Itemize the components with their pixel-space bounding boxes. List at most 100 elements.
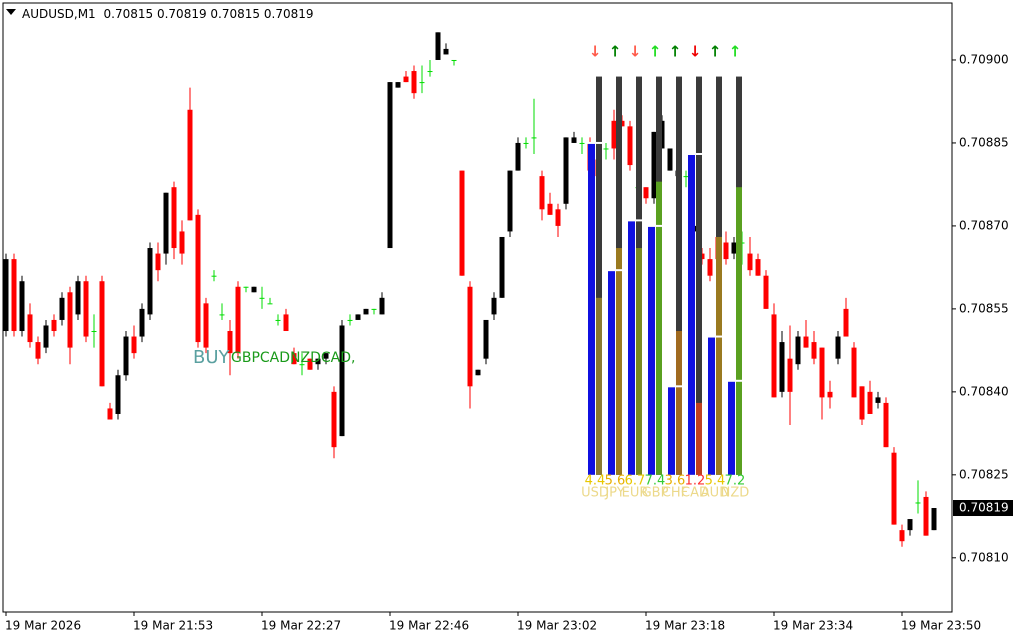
meter-value: 5.6 bbox=[605, 474, 626, 489]
x-tick-label: 19 Mar 2026 bbox=[5, 619, 81, 633]
candle-body bbox=[107, 408, 113, 420]
candle-body bbox=[835, 336, 841, 359]
candle-body bbox=[67, 292, 73, 348]
candle-body bbox=[427, 71, 433, 73]
candle-body bbox=[731, 242, 737, 254]
meter-arrow: ↑ bbox=[609, 43, 622, 61]
candle-body bbox=[787, 358, 793, 392]
candle-body bbox=[827, 391, 833, 398]
candle-body bbox=[203, 303, 209, 348]
x-tick-label: 19 Mar 21:53 bbox=[133, 619, 213, 633]
meter-arrow: ↓ bbox=[689, 43, 702, 61]
ohlc-open: 0.70815 bbox=[104, 7, 154, 21]
meter-value: 4.4 bbox=[585, 474, 606, 489]
meter-blue bbox=[648, 225, 655, 475]
meter-arrow: ↑ bbox=[649, 43, 662, 61]
meter-currency: GBP bbox=[642, 486, 669, 501]
meter-fill bbox=[636, 248, 642, 475]
meter-blue bbox=[728, 380, 735, 475]
candle-body bbox=[883, 402, 889, 448]
candle-body bbox=[43, 325, 49, 348]
meter-fill bbox=[676, 331, 682, 475]
candle-body bbox=[443, 48, 449, 55]
candle-body bbox=[195, 214, 201, 343]
candle-body bbox=[475, 369, 481, 376]
candle-body bbox=[667, 148, 673, 171]
meter-arrow: ↓ bbox=[589, 43, 602, 61]
candle-body bbox=[27, 314, 33, 343]
candle-body bbox=[451, 59, 457, 61]
meter-blue bbox=[588, 142, 595, 475]
candle-body bbox=[323, 353, 329, 359]
candle-body bbox=[115, 375, 121, 414]
meter-arrow: ↑ bbox=[729, 43, 742, 61]
candle-body bbox=[75, 281, 81, 315]
meter-value: 6.7 bbox=[625, 474, 646, 489]
meter-currency: AUD bbox=[701, 486, 729, 501]
candle-body bbox=[283, 314, 289, 332]
x-tick-label: 19 Mar 23:02 bbox=[517, 619, 597, 633]
annotation: GBPCAD, bbox=[231, 350, 294, 366]
meter-currency: JPY bbox=[604, 486, 624, 501]
candle-body bbox=[227, 331, 233, 354]
meter-fill bbox=[696, 402, 702, 475]
candle-body bbox=[395, 82, 401, 88]
candle-body bbox=[507, 170, 513, 232]
candle-body bbox=[931, 508, 937, 531]
meter-blue bbox=[628, 220, 635, 475]
meter-currency: NZD bbox=[721, 486, 750, 501]
symbol: AUDUSD,M1 bbox=[22, 7, 96, 21]
meter-currency: EUR bbox=[622, 486, 649, 501]
plot-frame bbox=[2, 2, 953, 613]
meter-fill bbox=[616, 248, 622, 475]
x-tick-label: 19 Mar 22:27 bbox=[261, 619, 341, 633]
candle-body bbox=[747, 253, 753, 271]
candle-body bbox=[611, 120, 617, 149]
candle-body bbox=[851, 347, 857, 398]
candle-body bbox=[187, 109, 193, 221]
candle-body bbox=[91, 331, 97, 333]
candle-body bbox=[363, 308, 369, 315]
candle-body bbox=[811, 342, 817, 359]
x-tick-label: 19 Mar 23:34 bbox=[773, 619, 853, 633]
candle-body bbox=[771, 314, 777, 398]
candle-body bbox=[163, 192, 169, 254]
x-tick-label: 19 Mar 23:18 bbox=[645, 619, 725, 633]
meter-value: 7.2 bbox=[725, 474, 746, 489]
meter-value: 5.4 bbox=[705, 474, 726, 489]
candle-body bbox=[915, 502, 921, 504]
ohlc-high: 0.70819 bbox=[157, 7, 207, 21]
meter-blue bbox=[688, 154, 695, 475]
candle-body bbox=[379, 297, 385, 315]
candle-body bbox=[795, 336, 801, 365]
y-tick-label: 0.70900 bbox=[959, 52, 1009, 66]
candle-body bbox=[371, 308, 377, 310]
candle-body bbox=[211, 275, 217, 277]
candle-body bbox=[251, 286, 257, 293]
candle-body bbox=[139, 308, 145, 337]
candle-body bbox=[123, 336, 129, 376]
candle-body bbox=[923, 496, 929, 536]
candle-body bbox=[651, 131, 657, 199]
meter-track bbox=[676, 76, 682, 475]
candle-body bbox=[819, 347, 825, 398]
candle-body bbox=[547, 203, 553, 215]
candle-body bbox=[603, 148, 609, 150]
candle-body bbox=[435, 32, 441, 60]
candle-body bbox=[843, 308, 849, 337]
candle-body bbox=[803, 336, 809, 348]
candle-body bbox=[267, 303, 273, 305]
meter-fill bbox=[736, 187, 742, 475]
candle-body bbox=[627, 126, 633, 166]
candle-body bbox=[779, 342, 785, 392]
meter-arrow: ↓ bbox=[629, 43, 642, 61]
symbol-menu-triangle[interactable] bbox=[6, 9, 16, 15]
candle-body bbox=[299, 364, 305, 366]
candle-body bbox=[707, 259, 713, 276]
candle-body bbox=[859, 386, 865, 420]
candle-body bbox=[403, 76, 409, 83]
meter-fill bbox=[596, 297, 602, 475]
candle-body bbox=[219, 314, 225, 316]
